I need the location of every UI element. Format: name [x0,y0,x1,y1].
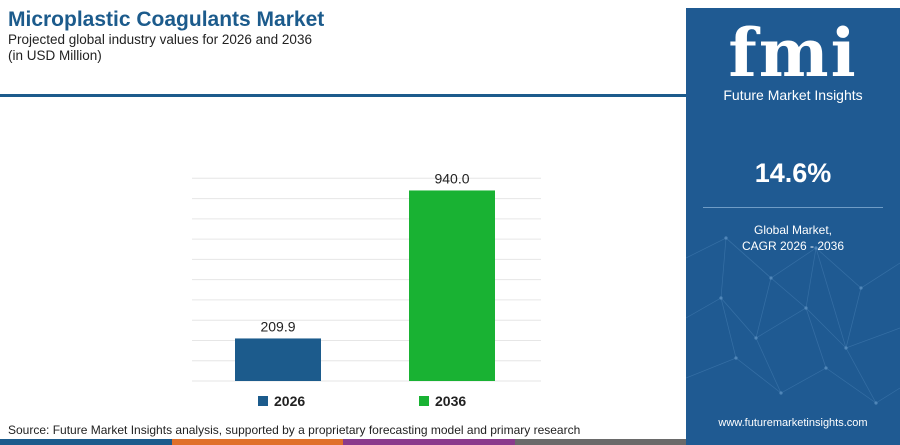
data-label-2036: 940.0 [434,170,469,186]
fmi-logo: fmi [728,14,858,92]
legend-label-2026: 2026 [274,393,306,409]
bar-chart: 209.9 940.0 [192,170,541,382]
side-panel: fmi Future Market Insights 14.6% Global … [686,8,900,445]
legend-swatch-2026 [258,396,268,406]
cagr-value: 14.6% [754,158,832,188]
color-strip [0,439,686,445]
bar-2026 [235,338,321,381]
legend-item-2026: 2026 [258,393,305,409]
strip-segment-2 [171,439,343,445]
cagr-label: Global Market, CAGR 2026 - 2036 [686,222,900,254]
logo-subtitle: Future Market Insights [723,87,863,103]
strip-segment-4 [514,439,686,445]
cagr-label-line2: CAGR 2026 - 2036 [741,239,845,253]
data-label-2026: 209.9 [260,318,295,334]
chart-subtitle: Projected global industry values for 202… [8,32,312,47]
header-divider [0,94,686,97]
strip-segment-1 [0,439,172,445]
network-pattern-decoration [686,236,900,405]
cagr-label-line1: Global Market, [753,223,833,237]
bar-2036 [409,190,495,381]
unit-label: (in USD Million) [8,48,102,63]
legend-item-2036: 2036 [419,393,466,409]
website-link[interactable]: www.futuremarketinsights.com [718,417,868,429]
source-note: Source: Future Market Insights analysis,… [8,423,581,437]
legend-label-2036: 2036 [435,393,467,409]
chart-title: Microplastic Coagulants Market [8,8,325,31]
strip-segment-3 [343,439,515,445]
chart-legend: 2026 2036 [0,393,686,413]
legend-swatch-2036 [419,396,429,406]
panel-divider [703,207,883,208]
